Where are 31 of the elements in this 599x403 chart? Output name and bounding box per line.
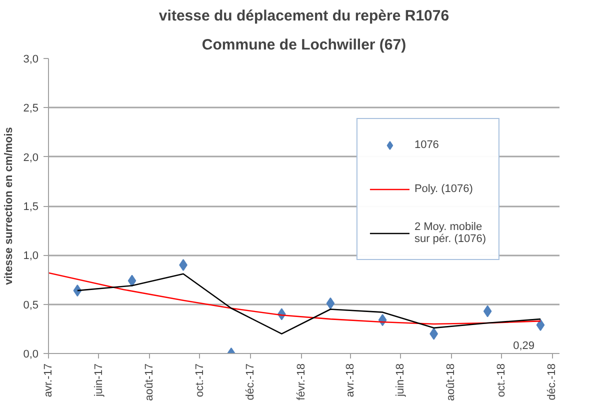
point bbox=[128, 274, 136, 287]
y-tick-label: 2,0 bbox=[23, 152, 39, 164]
y-axis-title: vitesse surrection en cm/mois bbox=[3, 127, 16, 285]
y-tick-label: 3,0 bbox=[23, 54, 39, 66]
x-tick-label: oct.-18 bbox=[496, 363, 508, 398]
x-tick-label: avr.-18 bbox=[344, 363, 356, 398]
x-tick-label: oct.-17 bbox=[194, 363, 206, 398]
point bbox=[326, 297, 335, 310]
chart-title: vitesse du déplacement du repère R1076 bbox=[158, 8, 450, 24]
y-tick-label: 0,0 bbox=[23, 348, 39, 360]
x-tick-label: juin-17 bbox=[92, 363, 105, 398]
legend-label: 1076 bbox=[414, 138, 439, 153]
legend-label: Poly. (1076) bbox=[414, 182, 473, 197]
y-tick-label: 0,5 bbox=[23, 299, 39, 312]
point bbox=[73, 284, 82, 297]
x-tick-label: févr.-18 bbox=[296, 363, 308, 400]
point bbox=[536, 318, 545, 331]
x-tick-label: déc.-17 bbox=[244, 363, 256, 400]
point bbox=[179, 259, 188, 271]
x-tick-label: août-17 bbox=[143, 363, 156, 401]
x-tick-label: déc.-18 bbox=[546, 363, 558, 400]
legend-label: 2 Moy. mobile sur pér. (1076) bbox=[414, 220, 486, 247]
chart-subtitle: Commune de Lochwiller (67) bbox=[202, 36, 406, 54]
x-tick-label: avr.-17 bbox=[42, 363, 54, 398]
y-tick-label: 2,5 bbox=[23, 102, 39, 115]
y-tick-label: 1,0 bbox=[23, 250, 39, 262]
x-tick-label: août-18 bbox=[445, 363, 458, 401]
point bbox=[483, 305, 492, 318]
data-label: 0,29 bbox=[513, 340, 534, 352]
x-tick-label: juin-18 bbox=[394, 363, 407, 398]
y-tick-label: 1,5 bbox=[23, 201, 39, 213]
